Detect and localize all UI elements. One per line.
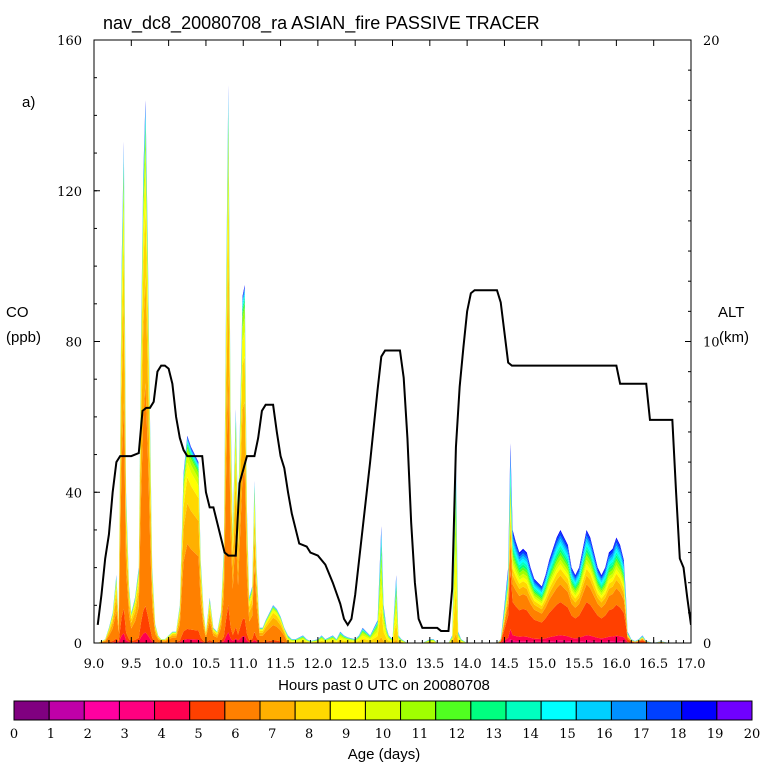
x-tick-label: 9.0 xyxy=(84,657,105,672)
x-axis-label: Hours past 0 UTC on 20080708 xyxy=(278,677,490,694)
colorbar-swatch xyxy=(610,700,648,721)
colorbar-swatch xyxy=(646,700,683,721)
colorbar-swatch xyxy=(329,700,366,721)
colorbar-swatch xyxy=(400,700,437,721)
y-right-label-line2: (km) xyxy=(719,329,749,346)
colorbar-tick-label: 18 xyxy=(670,727,687,742)
colorbar-swatch xyxy=(681,700,718,721)
x-tick-label: 12.5 xyxy=(341,657,370,672)
colorbar-swatch xyxy=(224,700,261,721)
y-left-axis-ticks: 0 40 80 120 160 xyxy=(57,34,100,652)
colorbar-tick-label: 3 xyxy=(121,727,129,742)
x-tick-label: 14.0 xyxy=(453,657,482,672)
y-left-tick-label: 160 xyxy=(57,34,82,49)
chart-title: nav_dc8_20080708_ra ASIAN_fire PASSIVE T… xyxy=(103,13,540,34)
colorbar-swatch xyxy=(364,700,402,721)
colorbar-label: Age (days) xyxy=(348,746,421,763)
colorbar-tick-label: 2 xyxy=(84,727,92,742)
colorbar-tick-label: 8 xyxy=(305,727,313,742)
colorbar-swatch xyxy=(83,700,120,721)
co-age-stack xyxy=(94,85,691,643)
colorbar-tick-label: 4 xyxy=(157,727,165,742)
colorbar-swatch xyxy=(294,700,331,721)
x-tick-label: 14.5 xyxy=(490,657,519,672)
colorbar-tick-label: 15 xyxy=(559,727,576,742)
colorbar-tick-label: 17 xyxy=(633,727,650,742)
colorbar-tick-label: 5 xyxy=(194,727,202,742)
colorbar-swatch xyxy=(505,700,542,721)
co-band-age-5 xyxy=(94,570,691,643)
y-right-tick-label: 0 xyxy=(703,637,711,652)
colorbar-tick-label: 11 xyxy=(412,727,429,742)
co-band-age-6 xyxy=(94,375,691,643)
colorbar-swatch xyxy=(540,700,577,721)
y-right-axis-ticks: 0 10 20 xyxy=(685,34,720,652)
y-left-label-line1: CO xyxy=(6,304,29,321)
x-tick-label: 17.0 xyxy=(677,657,706,672)
colorbar-swatch xyxy=(259,700,296,721)
colorbar-swatch xyxy=(470,700,507,721)
x-tick-label: 9.5 xyxy=(121,657,142,672)
age-colorbar xyxy=(13,700,753,721)
colorbar-tick-label: 20 xyxy=(744,727,761,742)
colorbar-swatch xyxy=(154,700,191,721)
colorbar-swatch xyxy=(48,700,85,721)
x-tick-label: 11.5 xyxy=(266,657,295,672)
y-right-label-line1: ALT xyxy=(718,304,744,321)
y-left-tick-label: 120 xyxy=(57,185,82,200)
colorbar-swatch xyxy=(435,700,472,721)
colorbar-swatch xyxy=(13,700,50,721)
y-left-tick-label: 0 xyxy=(74,637,82,652)
colorbar-tick-label: 19 xyxy=(707,727,724,742)
x-tick-label: 11.0 xyxy=(229,657,258,672)
colorbar-tick-label: 16 xyxy=(596,727,613,742)
colorbar-tick-label: 0 xyxy=(10,727,18,742)
y-left-tick-label: 80 xyxy=(65,336,82,351)
colorbar-tick-label: 6 xyxy=(231,727,239,742)
colorbar-tick-label: 1 xyxy=(47,727,55,742)
colorbar-swatch xyxy=(575,700,612,721)
colorbar-tick-label: 10 xyxy=(375,727,392,742)
y-left-tick-label: 40 xyxy=(65,486,82,501)
colorbar-tick-label: 14 xyxy=(522,727,539,742)
colorbar-ticks: 0 1 2 3 4 5 6 7 8 9 10 11 12 13 14 15 16 17 18 19 20 xyxy=(10,727,760,742)
colorbar-swatch xyxy=(118,700,156,721)
y-right-tick-label: 20 xyxy=(703,34,720,49)
x-tick-label: 16.0 xyxy=(602,657,631,672)
x-tick-label: 10.0 xyxy=(154,657,183,672)
x-tick-label: 13.0 xyxy=(378,657,407,672)
y-right-tick-label: 10 xyxy=(703,336,720,351)
colorbar-tick-label: 7 xyxy=(268,727,276,742)
colorbar-tick-label: 12 xyxy=(449,727,466,742)
x-tick-label: 15.0 xyxy=(527,657,556,672)
colorbar-swatch xyxy=(189,700,226,721)
x-tick-label: 10.5 xyxy=(191,657,220,672)
x-tick-label: 13.5 xyxy=(415,657,444,672)
x-tick-label: 16.5 xyxy=(639,657,668,672)
x-tick-label: 15.5 xyxy=(565,657,594,672)
x-tick-label: 12.0 xyxy=(303,657,332,672)
panel-label: a) xyxy=(22,94,35,111)
colorbar-tick-label: 9 xyxy=(342,727,350,742)
altitude-line xyxy=(96,289,691,632)
colorbar-swatch xyxy=(716,700,753,721)
y-left-label-line2: (ppb) xyxy=(6,329,41,346)
colorbar-tick-label: 13 xyxy=(485,727,502,742)
x-axis-ticks: 9.0 9.5 10.0 10.5 11.0 11.5 12.0 12.5 13.0 13.5 14… xyxy=(84,40,706,672)
